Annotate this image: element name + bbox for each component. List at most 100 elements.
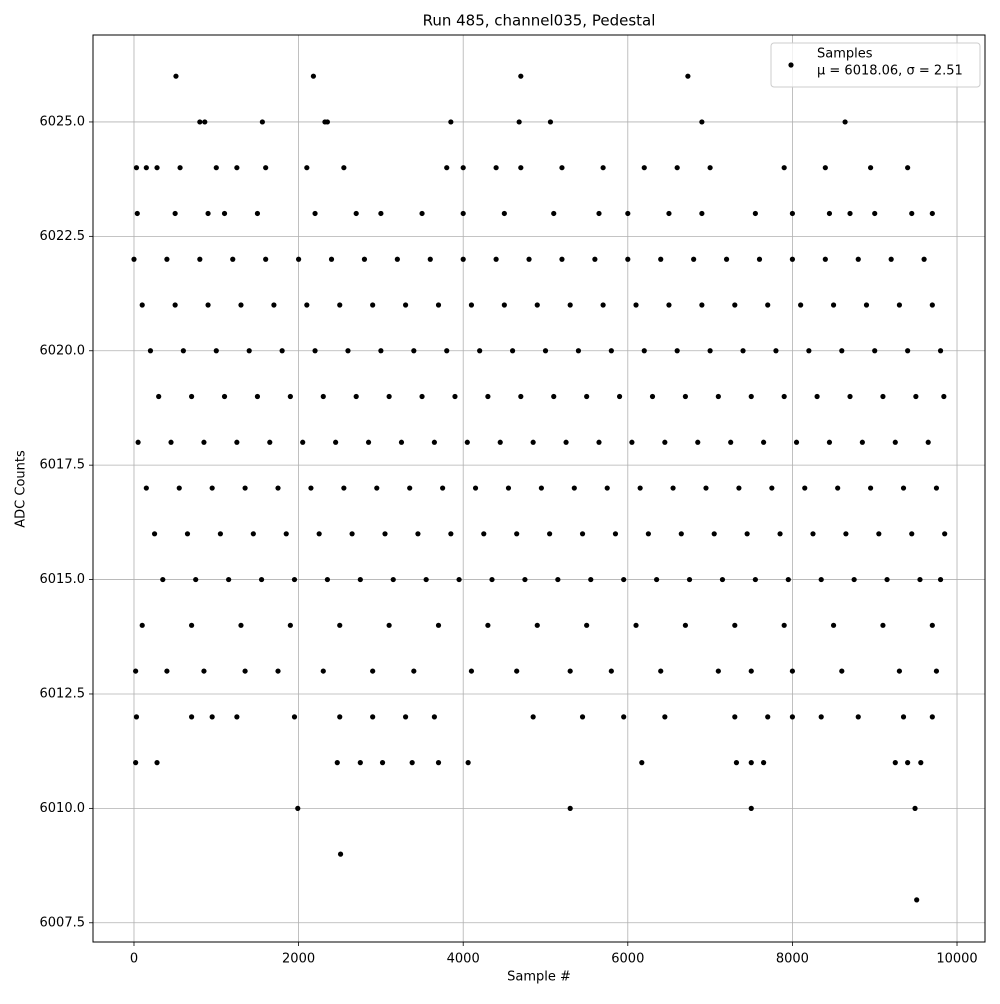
data-point [188,622,195,628]
data-point [900,485,907,491]
data-point [234,165,240,171]
data-point [579,531,586,537]
data-point [390,576,396,583]
data-point [172,210,178,217]
data-point [501,302,507,308]
data-point [435,302,442,308]
data-point [378,210,384,217]
data-point [818,714,824,720]
data-point [320,668,326,674]
data-point [851,576,857,583]
data-point [131,256,137,262]
x-tick-label: 6000 [611,952,644,967]
data-point [707,348,713,354]
data-point [699,302,705,308]
data-point [542,348,549,354]
data-point [765,302,771,308]
data-point [822,256,828,262]
data-point [921,256,927,262]
data-point [409,760,415,766]
data-point [867,165,874,171]
data-point [370,302,376,308]
data-point [448,531,454,537]
data-point [271,302,277,308]
data-point [633,622,639,628]
data-point [728,439,734,445]
data-point [386,622,392,628]
data-point [918,760,924,766]
data-point [719,576,726,583]
data-point [937,576,944,583]
data-point [465,760,471,766]
data-point [337,622,343,628]
data-point [258,576,265,583]
data-point [929,714,935,720]
data-point [789,256,796,262]
data-point [937,348,944,354]
data-point [929,302,935,308]
data-point [431,714,437,720]
data-point [427,256,433,262]
data-point [304,165,310,171]
data-point [431,439,437,445]
data-point [740,348,746,354]
data-point [555,576,561,583]
data-point [641,165,647,171]
y-axis-label: ADC Counts [14,450,29,528]
data-point [859,439,865,445]
data-point [604,485,610,491]
data-point [933,485,940,491]
data-point [847,210,853,217]
data-point [139,302,145,308]
data-point [415,531,421,537]
data-point [896,302,903,308]
data-point [839,668,845,674]
data-point [419,210,425,217]
data-point [563,439,569,445]
data-point [912,805,918,811]
data-point [184,531,191,537]
data-point [263,165,269,171]
data-point [250,531,256,537]
data-point [154,165,160,171]
data-point [695,439,701,445]
data-point [295,256,302,262]
data-point [892,760,898,766]
data-point [666,210,672,217]
data-point [639,760,645,766]
data-point [197,256,203,262]
x-tick-label: 10000 [936,952,977,967]
data-point [752,210,758,217]
data-point [884,576,890,583]
data-point [707,165,713,171]
data-point [530,714,536,720]
data-point [880,393,886,400]
plot-frame [92,34,986,943]
data-point [456,576,462,583]
data-point [226,576,232,583]
data-point [530,439,536,445]
data-point [867,485,874,491]
data-point [201,668,207,674]
data-point [197,119,203,125]
data-point [900,714,907,720]
data-point [133,760,139,766]
data-point [732,622,738,628]
data-point [337,714,343,720]
data-point [752,576,758,583]
data-point [516,119,522,125]
data-point [337,851,344,857]
data-point [567,805,573,811]
data-point [386,393,392,400]
data-point [914,897,920,903]
data-point [143,485,149,491]
data-point [160,576,166,583]
data-point [682,393,689,400]
data-point [209,714,215,720]
data-point [876,531,882,537]
data-point [489,576,495,583]
data-point [188,714,195,720]
data-point [748,760,754,766]
data-point [744,531,750,537]
y-tick-label: 6007.5 [40,915,86,930]
